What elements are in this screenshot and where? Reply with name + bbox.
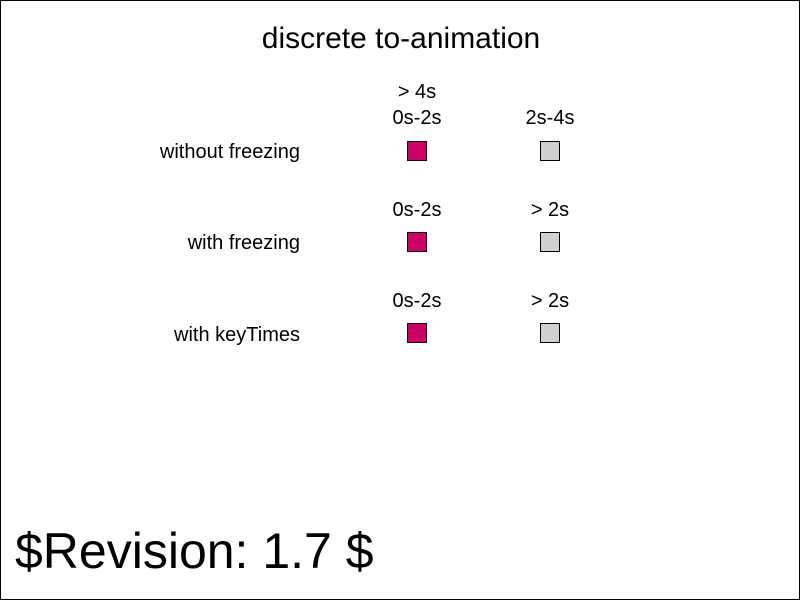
row1-label: without freezing xyxy=(159,141,300,163)
row2-swatch-reference xyxy=(540,232,560,252)
row1-swatch-reference xyxy=(540,141,560,161)
row2-col1-time-label: 0s-2s xyxy=(392,199,442,221)
row3-swatch-reference xyxy=(540,323,560,343)
row1-col1-time-label: 0s-2s xyxy=(392,107,442,129)
row1-col2-time-label: 2s-4s xyxy=(525,107,575,129)
row1-swatch-animated xyxy=(407,141,427,161)
row2-label: with freezing xyxy=(187,232,300,254)
row1-extra-time-label: > 4s xyxy=(397,81,437,103)
row2-col2-time-label: > 2s xyxy=(530,199,570,221)
row3-col1-time-label: 0s-2s xyxy=(392,290,442,312)
page-title: discrete to-animation xyxy=(261,22,541,55)
row2-swatch-animated xyxy=(407,232,427,252)
row3-col2-time-label: > 2s xyxy=(530,290,570,312)
revision-label: $Revision: 1.7 $ xyxy=(15,523,374,579)
row3-label: with keyTimes xyxy=(174,324,300,346)
row3-swatch-animated xyxy=(407,323,427,343)
